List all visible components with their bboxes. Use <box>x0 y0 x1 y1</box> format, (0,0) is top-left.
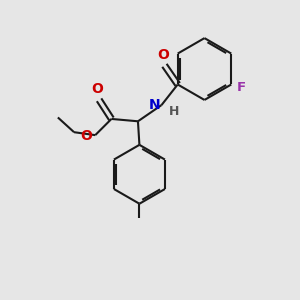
Text: H: H <box>169 105 179 118</box>
Text: N: N <box>148 98 160 112</box>
Text: O: O <box>91 82 103 96</box>
Text: F: F <box>236 81 246 94</box>
Text: O: O <box>80 129 92 143</box>
Text: O: O <box>157 48 169 62</box>
